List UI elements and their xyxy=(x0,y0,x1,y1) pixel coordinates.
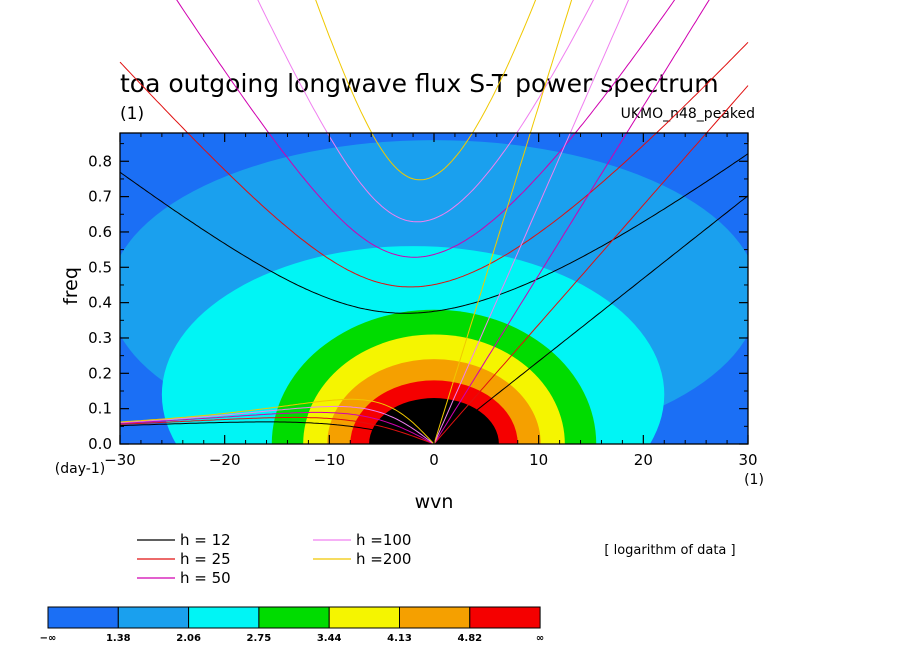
legend-label: h = 12 xyxy=(180,531,231,549)
curve-ig-h50 xyxy=(176,0,676,258)
colorbar-label: 4.13 xyxy=(387,633,412,644)
colorbar: −∞ 1.38 2.06 2.75 3.44 4.13 4.82 ∞ xyxy=(40,606,544,644)
x-tick-label: 10 xyxy=(529,451,548,469)
x-axis-label: wvn xyxy=(415,491,454,513)
plot-area: −30 −20 −10 0 10 20 30 0.0 0.1 0.2 0.3 0.4 0.5 0.6 0.7… xyxy=(88,0,758,469)
legend-label: h =200 xyxy=(356,550,411,568)
x-tick-label: 20 xyxy=(634,451,653,469)
curve-ig-h25 xyxy=(119,41,749,288)
curve-kelvin-h200 xyxy=(433,0,573,445)
colorbar-swatch xyxy=(328,606,401,629)
curve-rossby-h12 xyxy=(120,421,435,444)
colorbar-swatch xyxy=(399,606,471,629)
curve-ig-h200 xyxy=(315,0,537,181)
y-tick-label: 0.4 xyxy=(88,294,112,312)
y-tick-label: 0.5 xyxy=(88,258,112,276)
y-tick-label: 0.7 xyxy=(88,188,112,206)
y-tick-label: 0.8 xyxy=(88,152,112,170)
colorbar-label: −∞ xyxy=(40,633,57,644)
colorbar-label: ∞ xyxy=(536,633,544,644)
legend-label: h =100 xyxy=(356,531,411,549)
curve-rossby-h50 xyxy=(120,411,435,444)
colorbar-label: 2.75 xyxy=(247,633,272,644)
colorbar-label: 1.38 xyxy=(106,633,131,644)
chart-subtitle: (1) xyxy=(120,104,144,124)
curve-ig-h100 xyxy=(257,0,595,223)
colorbar-swatch xyxy=(47,606,119,629)
curve-rossby-h100 xyxy=(120,405,435,444)
colorbar-label: 4.82 xyxy=(457,633,482,644)
x-unit-label: (1) xyxy=(744,472,764,488)
y-unit-label: (day-1) xyxy=(55,461,105,477)
y-tick-label: 0.1 xyxy=(88,400,112,418)
legend-label: h = 50 xyxy=(180,569,231,587)
y-axis-label: freq xyxy=(60,267,82,305)
curve-kelvin-h100 xyxy=(433,0,630,445)
colorbar-swatch xyxy=(188,606,260,629)
colorbar-swatch xyxy=(258,606,330,629)
data-note: [ logarithm of data ] xyxy=(604,543,735,558)
x-tick-label: −30 xyxy=(104,451,136,469)
colorbar-label: 2.06 xyxy=(176,633,201,644)
x-tick-label: 0 xyxy=(429,451,439,469)
chart-title: toa outgoing longwave flux S-T power spe… xyxy=(120,69,719,98)
colorbar-label: 3.44 xyxy=(317,633,342,644)
y-tick-label: 0.2 xyxy=(88,364,112,382)
curve-rossby-h200 xyxy=(120,398,435,444)
colorbar-swatch xyxy=(117,606,190,629)
legend-label: h = 25 xyxy=(180,550,231,568)
x-tick-label: −20 xyxy=(209,451,241,469)
x-tick-label: −10 xyxy=(314,451,346,469)
curve-kelvin-h50 xyxy=(433,0,710,445)
model-label: UKMO_n48_peaked xyxy=(621,106,755,122)
y-tick-label: 0.0 xyxy=(88,435,112,453)
curve-rossby-h25 xyxy=(120,416,435,444)
y-tick-label: 0.3 xyxy=(88,329,112,347)
curve-ig-h12 xyxy=(119,153,749,314)
y-tick-label: 0.6 xyxy=(88,223,112,241)
curve-kelvin-h12 xyxy=(433,195,749,445)
x-tick-label: 30 xyxy=(738,451,757,469)
colorbar-swatch xyxy=(469,606,541,629)
curve-kelvin-h25 xyxy=(433,85,749,445)
